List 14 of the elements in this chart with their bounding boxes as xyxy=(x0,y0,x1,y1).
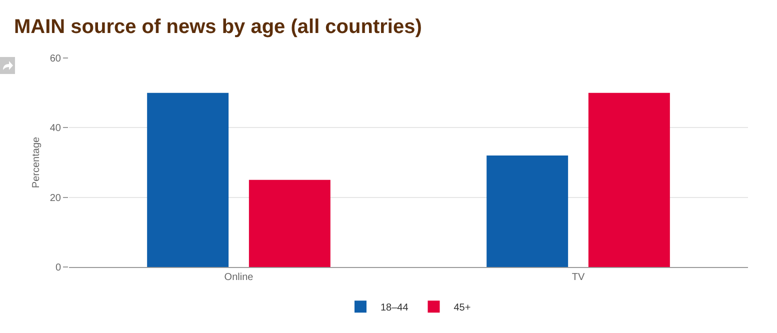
y-tick-label: 40 xyxy=(50,123,62,134)
y-tick-label: 0 xyxy=(55,262,62,274)
chart-title: MAIN source of news by age (all countries) xyxy=(14,16,422,39)
y-tick-label: 20 xyxy=(50,192,62,204)
bar xyxy=(147,92,229,267)
legend-label: 18–44 xyxy=(380,302,409,314)
bar xyxy=(588,92,670,267)
legend-label: 45+ xyxy=(454,302,471,314)
bar xyxy=(486,156,568,267)
x-tick-label: TV xyxy=(572,272,585,283)
bar xyxy=(248,180,330,267)
y-tick-label: 60 xyxy=(50,54,62,64)
y-axis-title: Percentage xyxy=(31,136,42,188)
x-tick-label: Online xyxy=(224,272,254,283)
